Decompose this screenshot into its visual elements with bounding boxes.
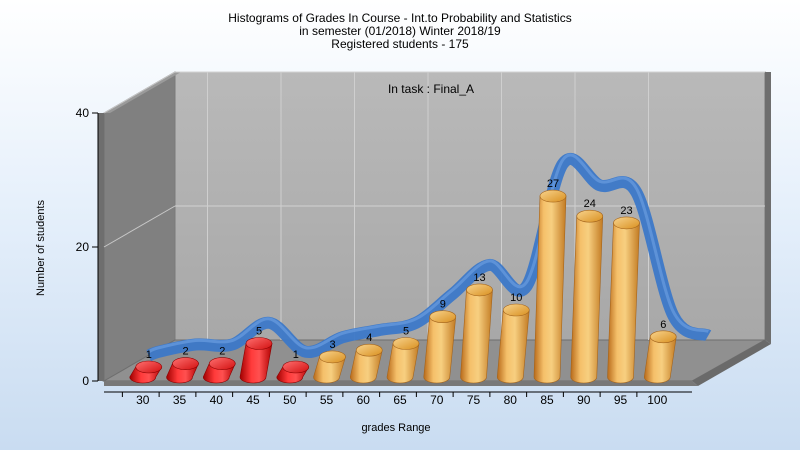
bar-top: [649, 330, 677, 344]
bar-body: [570, 215, 604, 384]
bar-top: [208, 357, 236, 370]
x-tick-label: 75: [467, 393, 481, 407]
top-edge: [104, 72, 181, 113]
x-tick-label: 100: [647, 393, 667, 407]
bar: 5: [386, 326, 420, 384]
bar-value-label: 6: [660, 319, 666, 331]
bar-top: [502, 303, 530, 317]
task-annotation: In task : Final_A: [388, 82, 474, 96]
bar-top: [429, 310, 457, 324]
y-tick-label: 0: [82, 374, 89, 388]
bar: 5: [239, 326, 273, 384]
bar-value-label: 13: [473, 272, 485, 284]
bar-value-label: 10: [510, 292, 522, 304]
y-tick-label: 40: [76, 106, 90, 120]
chart-title-line-2: in semester (01/2018) Winter 2018/19: [299, 24, 501, 38]
y-tick-label: 20: [76, 240, 90, 254]
back-wall-edge: [765, 72, 771, 344]
bar-top: [539, 189, 567, 203]
bar-body: [460, 289, 493, 384]
bar-top: [613, 216, 640, 230]
x-tick-label: 70: [430, 393, 444, 407]
bar: 1: [129, 349, 163, 384]
bar: 6: [643, 319, 677, 384]
y-axis-ticks: 0 20 40: [76, 106, 98, 388]
bar-body: [496, 309, 530, 384]
chart-title-line-3: Registered students - 175: [331, 37, 469, 51]
bar-value-label: 4: [366, 332, 372, 344]
bar: 3: [313, 339, 346, 384]
x-tick-label: 95: [614, 393, 628, 407]
bar-top: [576, 209, 604, 223]
x-tick-label: 50: [283, 393, 297, 407]
bar-value-label: 27: [547, 178, 559, 190]
bar: 23: [607, 205, 640, 384]
bar-top: [319, 350, 346, 364]
x-tick-label: 55: [320, 393, 334, 407]
trend-ribbon: [146, 153, 712, 362]
bar-top: [245, 337, 273, 350]
bar-body: [423, 316, 457, 384]
bar-value-label: 2: [219, 346, 225, 358]
x-tick-label: 30: [136, 393, 150, 407]
gridlines: [103, 71, 765, 340]
bar: 10: [496, 292, 530, 384]
bar-top: [172, 357, 199, 370]
left-wall-edge: [98, 113, 104, 381]
bar-top: [466, 283, 493, 297]
bar-body: [643, 336, 677, 384]
trend-ribbon-highlight: [148, 153, 709, 354]
bar-body: [607, 222, 640, 384]
bar-top: [282, 360, 310, 374]
bar-value-label: 9: [440, 299, 446, 311]
bar: 13: [460, 272, 493, 384]
bar: 4: [349, 332, 383, 384]
x-tick-label: 80: [504, 393, 518, 407]
bar: 24: [570, 198, 604, 384]
chart-title-line-1: Histograms of Grades In Course - Int.to …: [228, 11, 571, 25]
bar-value-label: 5: [403, 326, 409, 338]
bar-body: [239, 343, 273, 384]
x-tick-label: 45: [246, 393, 260, 407]
bar-top: [135, 360, 163, 374]
bar-value-label: 3: [329, 339, 335, 351]
bar-value-label: 5: [256, 326, 262, 338]
y-axis-label: Number of students: [35, 200, 47, 296]
bar-value-label: 1: [293, 349, 299, 361]
bar: 2: [202, 346, 236, 384]
gridline-left: [103, 205, 176, 248]
trend-ribbon-path: [146, 153, 712, 362]
gridline-left: [103, 71, 176, 114]
x-tick-label: 60: [357, 393, 371, 407]
bar-body: [386, 343, 420, 384]
floor-edge: [692, 340, 771, 386]
x-axis-label: grades Range: [361, 422, 430, 434]
bar-body: [349, 349, 383, 384]
x-tick-label: 90: [577, 393, 591, 407]
bar-value-label: 24: [584, 198, 596, 210]
bar-value-label: 2: [182, 346, 188, 358]
bar-body: [313, 356, 346, 384]
bar: 27: [533, 178, 567, 384]
bar: 2: [166, 346, 199, 384]
bar-top: [392, 337, 420, 350]
x-tick-label: 35: [173, 393, 187, 407]
bar-value-label: 1: [146, 349, 152, 361]
bar: 9: [423, 299, 457, 384]
bar-value-label: 23: [620, 205, 632, 217]
x-axis-ticks: 30 35 40 45 50 55 60 65 70 75 80 85 90 95 100: [121, 392, 668, 407]
bar-top: [355, 343, 383, 357]
x-tick-label: 65: [393, 393, 407, 407]
x-tick-label: 40: [210, 393, 224, 407]
bar: 1: [276, 349, 310, 384]
x-tick-label: 85: [540, 393, 554, 407]
bar-body: [533, 195, 567, 384]
